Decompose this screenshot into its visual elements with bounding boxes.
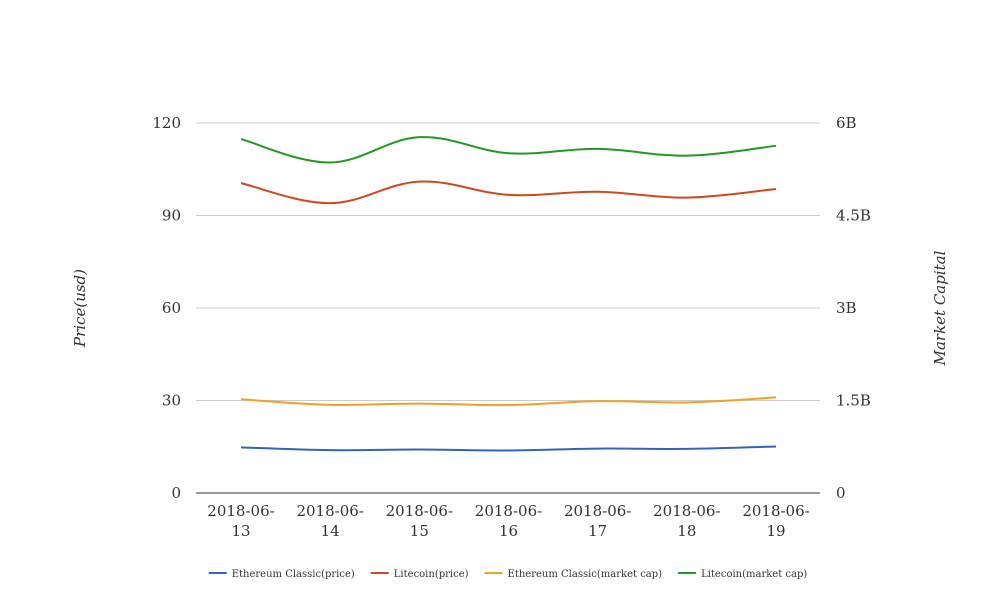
legend: Ethereum Classic(price) Litecoin(price) Et… bbox=[208, 569, 807, 580]
series-line-ethereum-classic-market-cap bbox=[240, 396, 777, 407]
left-axis-ticks: 0 30 60 90 120 bbox=[152, 114, 181, 502]
x-tick-label: 2018-06-17 bbox=[564, 502, 631, 540]
legend-item: Ethereum Classic(price) bbox=[208, 569, 355, 580]
x-tick-label: 2018-06-18 bbox=[653, 502, 720, 540]
legend-label: Ethereum Classic(price) bbox=[232, 569, 355, 580]
grid-lines bbox=[196, 122, 820, 494]
right-tick-label: 4.5B bbox=[836, 207, 871, 225]
x-tick-label: 2018-06-16 bbox=[475, 502, 542, 540]
series-line-ethereum-classic-price bbox=[240, 445, 777, 452]
right-axis-ticks: 0 1.5B 3B 4.5B 6B bbox=[836, 114, 871, 502]
series-line-litecoin-market-cap bbox=[240, 136, 777, 164]
x-axis-ticks: 2018-06-13 2018-06-14 2018-06-15 2018-06-16… bbox=[207, 502, 809, 540]
right-tick-label: 6B bbox=[836, 114, 857, 132]
legend-item: Litecoin(market cap) bbox=[678, 569, 807, 580]
left-tick-label: 60 bbox=[162, 299, 181, 317]
legend-label: Litecoin(price) bbox=[394, 569, 469, 580]
legend-item: Ethereum Classic(market cap) bbox=[484, 569, 663, 580]
right-tick-label: 0 bbox=[836, 484, 846, 502]
left-axis-title: Price(usd) bbox=[71, 269, 89, 348]
x-tick-label: 2018-06-13 bbox=[207, 502, 274, 540]
x-tick-label: 2018-06-14 bbox=[296, 502, 363, 540]
right-tick-label: 3B bbox=[836, 299, 857, 317]
x-tick-label: 2018-06-15 bbox=[386, 502, 453, 540]
left-tick-label: 120 bbox=[152, 114, 181, 132]
right-axis-title: Market Capital bbox=[931, 250, 949, 366]
left-tick-label: 90 bbox=[162, 207, 181, 225]
right-tick-label: 1.5B bbox=[836, 392, 871, 410]
legend-label: Litecoin(market cap) bbox=[701, 569, 807, 580]
left-tick-label: 0 bbox=[171, 484, 181, 502]
x-tick-label: 2018-06-19 bbox=[742, 502, 809, 540]
series-lines bbox=[240, 136, 777, 452]
legend-label: Ethereum Classic(market cap) bbox=[508, 569, 663, 580]
left-tick-label: 30 bbox=[162, 392, 181, 410]
series-line-litecoin-price bbox=[240, 180, 777, 205]
legend-item: Litecoin(price) bbox=[370, 569, 469, 580]
